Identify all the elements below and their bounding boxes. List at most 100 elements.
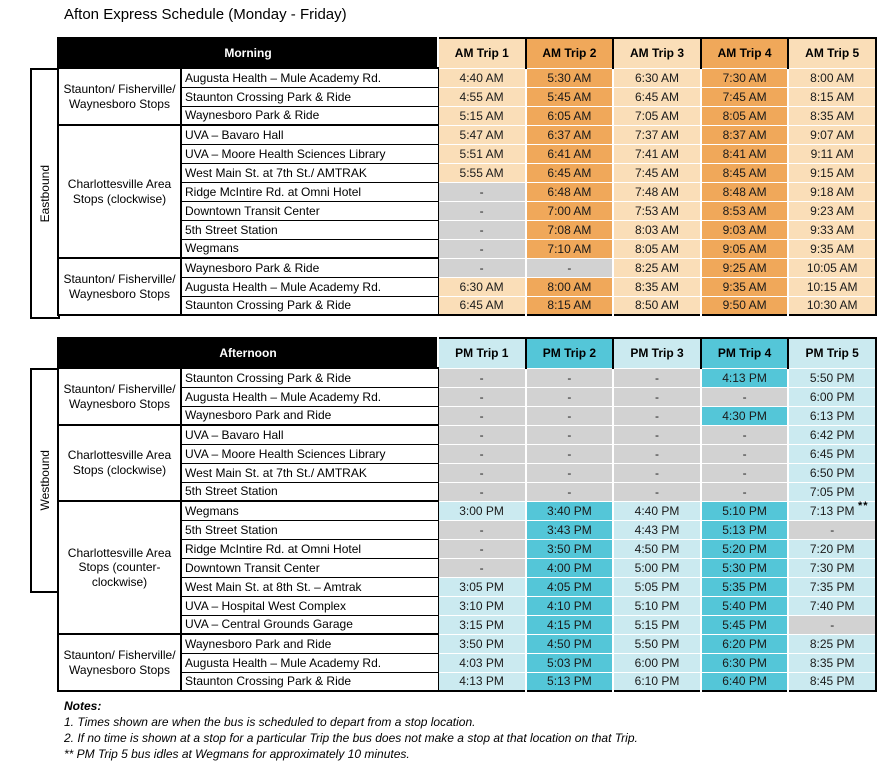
time-cell: 3:50 PM: [438, 634, 527, 654]
stop-name: West Main St. at 7th St./ AMTRAK: [179, 162, 439, 183]
schedule-row: Charlottesville Area Stops (counter-cloc…: [57, 500, 876, 635]
time-cell: -: [438, 539, 527, 559]
time-cell: 7:05 AM: [613, 106, 702, 126]
time-cell: 5:45 AM: [525, 87, 615, 107]
stop-name: Staunton Crossing Park & Ride: [179, 367, 439, 388]
time-cell: 6:30 PM: [700, 653, 790, 673]
time-cell: 6:30 AM: [438, 277, 527, 297]
time-cell: 8:50 AM: [613, 296, 702, 315]
time-cell: -: [700, 463, 790, 483]
time-cell: 7:30 AM: [700, 68, 790, 88]
time-cell: 5:50 PM: [788, 368, 876, 388]
time-cell: 4:05 PM: [525, 577, 615, 597]
time-cell: 4:13 PM: [700, 368, 790, 388]
morning-body: Staunton/ Fisherville/ Waynesboro Stops A…: [57, 67, 876, 316]
time-cell: 8:15 AM: [788, 87, 876, 107]
stop-name: Ridge McIntire Rd. at Omni Hotel: [179, 181, 439, 202]
time-cell: 6:05 AM: [525, 106, 615, 126]
time-cell: 7:37 AM: [613, 125, 702, 145]
time-cell: 7:45 AM: [700, 87, 790, 107]
stop-name: 5th Street Station: [179, 519, 439, 540]
schedule-row: Staunton/ Fisherville/ Waynesboro Stops W…: [57, 633, 876, 692]
time-cell: 3:43 PM: [525, 520, 615, 540]
wegmans-footnote-marker: **: [858, 500, 869, 512]
time-cell: 4:40 AM: [438, 68, 527, 88]
time-cell: 5:03 PM: [525, 653, 615, 673]
time-cell: 9:07 AM: [788, 125, 876, 145]
afternoon-header-row: Afternoon PM Trip 1 PM Trip 2 PM Trip 3 …: [56, 337, 876, 369]
time-cell: -: [700, 444, 790, 464]
time-cell: 4:13 PM: [438, 672, 527, 691]
stop-name: 5th Street Station: [179, 481, 439, 502]
schedule-row: West Main St. at 7th St./ AMTRAK 5:55 AM 6…: [58, 162, 876, 183]
time-cell: -: [525, 482, 615, 502]
stop-name: 5th Street Station: [179, 219, 439, 240]
time-cell: 6:20 PM: [700, 634, 790, 654]
time-cell: -: [438, 258, 527, 278]
time-cell: 7:53 AM: [613, 201, 702, 221]
time-cell: 8:35 AM: [613, 277, 702, 297]
time-cell: 9:25 AM: [700, 258, 790, 278]
time-cell: 4:30 PM: [700, 406, 790, 426]
time-cell: 9:23 AM: [788, 201, 876, 221]
time-cell: -: [613, 482, 702, 502]
time-cell: -: [525, 425, 615, 445]
stop-group-label: Staunton/ Fisherville/ Waynesboro Stops: [57, 633, 182, 692]
time-cell: -: [438, 239, 527, 259]
stop-name: Downtown Transit Center: [179, 200, 439, 221]
stop-name: Augusta Health – Mule Academy Rd.: [179, 386, 439, 407]
time-cell: -: [438, 482, 527, 502]
time-cell: 7:48 AM: [613, 182, 702, 202]
notes: Notes: 1. Times shown are when the bus i…: [64, 698, 844, 762]
time-cell: 5:35 PM: [700, 577, 790, 597]
schedule-row: West Main St. at 8th St. – Amtrak 3:05 PM…: [58, 576, 876, 597]
stop-name: Staunton Crossing Park & Ride: [179, 295, 439, 316]
time-cell: -: [613, 368, 702, 388]
time-cell: 9:50 AM: [700, 296, 790, 315]
time-cell: -: [525, 387, 615, 407]
time-cell: 3:15 PM: [438, 615, 527, 635]
schedule-row: Waynesboro Park & Ride 5:15 AM 6:05 AM 7:05…: [58, 105, 876, 126]
time-cell: -: [525, 444, 615, 464]
time-cell: 8:37 AM: [700, 125, 790, 145]
stop-name: Downtown Transit Center: [179, 557, 439, 578]
westbound-direction-label: Westbound: [30, 368, 60, 593]
time-cell: 3:50 PM: [525, 539, 615, 559]
time-cell: 7:35 PM: [788, 577, 876, 597]
notes-heading: Notes:: [64, 699, 102, 713]
time-cell: 4:15 PM: [525, 615, 615, 635]
schedule-row: Downtown Transit Center -7:00 AM 7:53 AM 8:…: [58, 200, 876, 221]
stop-name: West Main St. at 8th St. – Amtrak: [179, 576, 439, 597]
trip-header-am-2: AM Trip 2: [524, 38, 614, 69]
schedule-row: Staunton/ Fisherville/ Waynesboro Stops A…: [57, 67, 876, 126]
afternoon-period-header: Afternoon: [56, 337, 440, 369]
time-cell: 7:05 PM: [788, 482, 876, 502]
stop-name: Waynesboro Park and Ride: [179, 633, 439, 654]
stop-name: UVA – Central Grounds Garage: [179, 614, 439, 635]
stop-group-label: Charlottesville Area Stops (clockwise): [57, 424, 182, 502]
time-cell: -: [438, 368, 527, 388]
schedule-row: 5th Street Station -3:43 PM 4:43 PM 5:13 PM…: [58, 519, 876, 540]
schedule-row: Ridge McIntire Rd. at Omni Hotel -3:50 PM…: [58, 538, 876, 559]
time-cell: -: [438, 444, 527, 464]
schedule-row: Wegmans -7:10 AM 8:05 AM 9:05 AM 9:35 AM: [58, 238, 876, 259]
schedule-row: Charlottesville Area Stops (clockwise) UV…: [57, 424, 876, 502]
time-cell: 6:45 AM: [525, 163, 615, 183]
time-cell: -: [788, 520, 876, 540]
time-cell: 6:40 PM: [700, 672, 790, 691]
schedule-row: Downtown Transit Center -4:00 PM 5:00 PM 5:…: [58, 557, 876, 578]
time-cell: 5:15 AM: [438, 106, 527, 126]
stop-name: Waynesboro Park & Ride: [179, 257, 439, 278]
time-cell: 6:30 AM: [613, 68, 702, 88]
schedule-row: Staunton Crossing Park & Ride 6:45 AM 8:15…: [58, 295, 876, 316]
time-cell: 7:30 PM: [788, 558, 876, 578]
schedule-row: UVA – Central Grounds Garage 3:15 PM 4:15 …: [58, 614, 876, 635]
time-cell: 6:13 PM: [788, 406, 876, 426]
afternoon-body: Staunton/ Fisherville/ Waynesboro Stops S…: [57, 367, 876, 692]
trip-header-am-3: AM Trip 3: [612, 38, 701, 69]
time-cell: 5:40 PM: [700, 596, 790, 616]
time-cell: -: [438, 387, 527, 407]
time-cell: 7:40 PM: [788, 596, 876, 616]
time-cell: 6:45 AM: [613, 87, 702, 107]
